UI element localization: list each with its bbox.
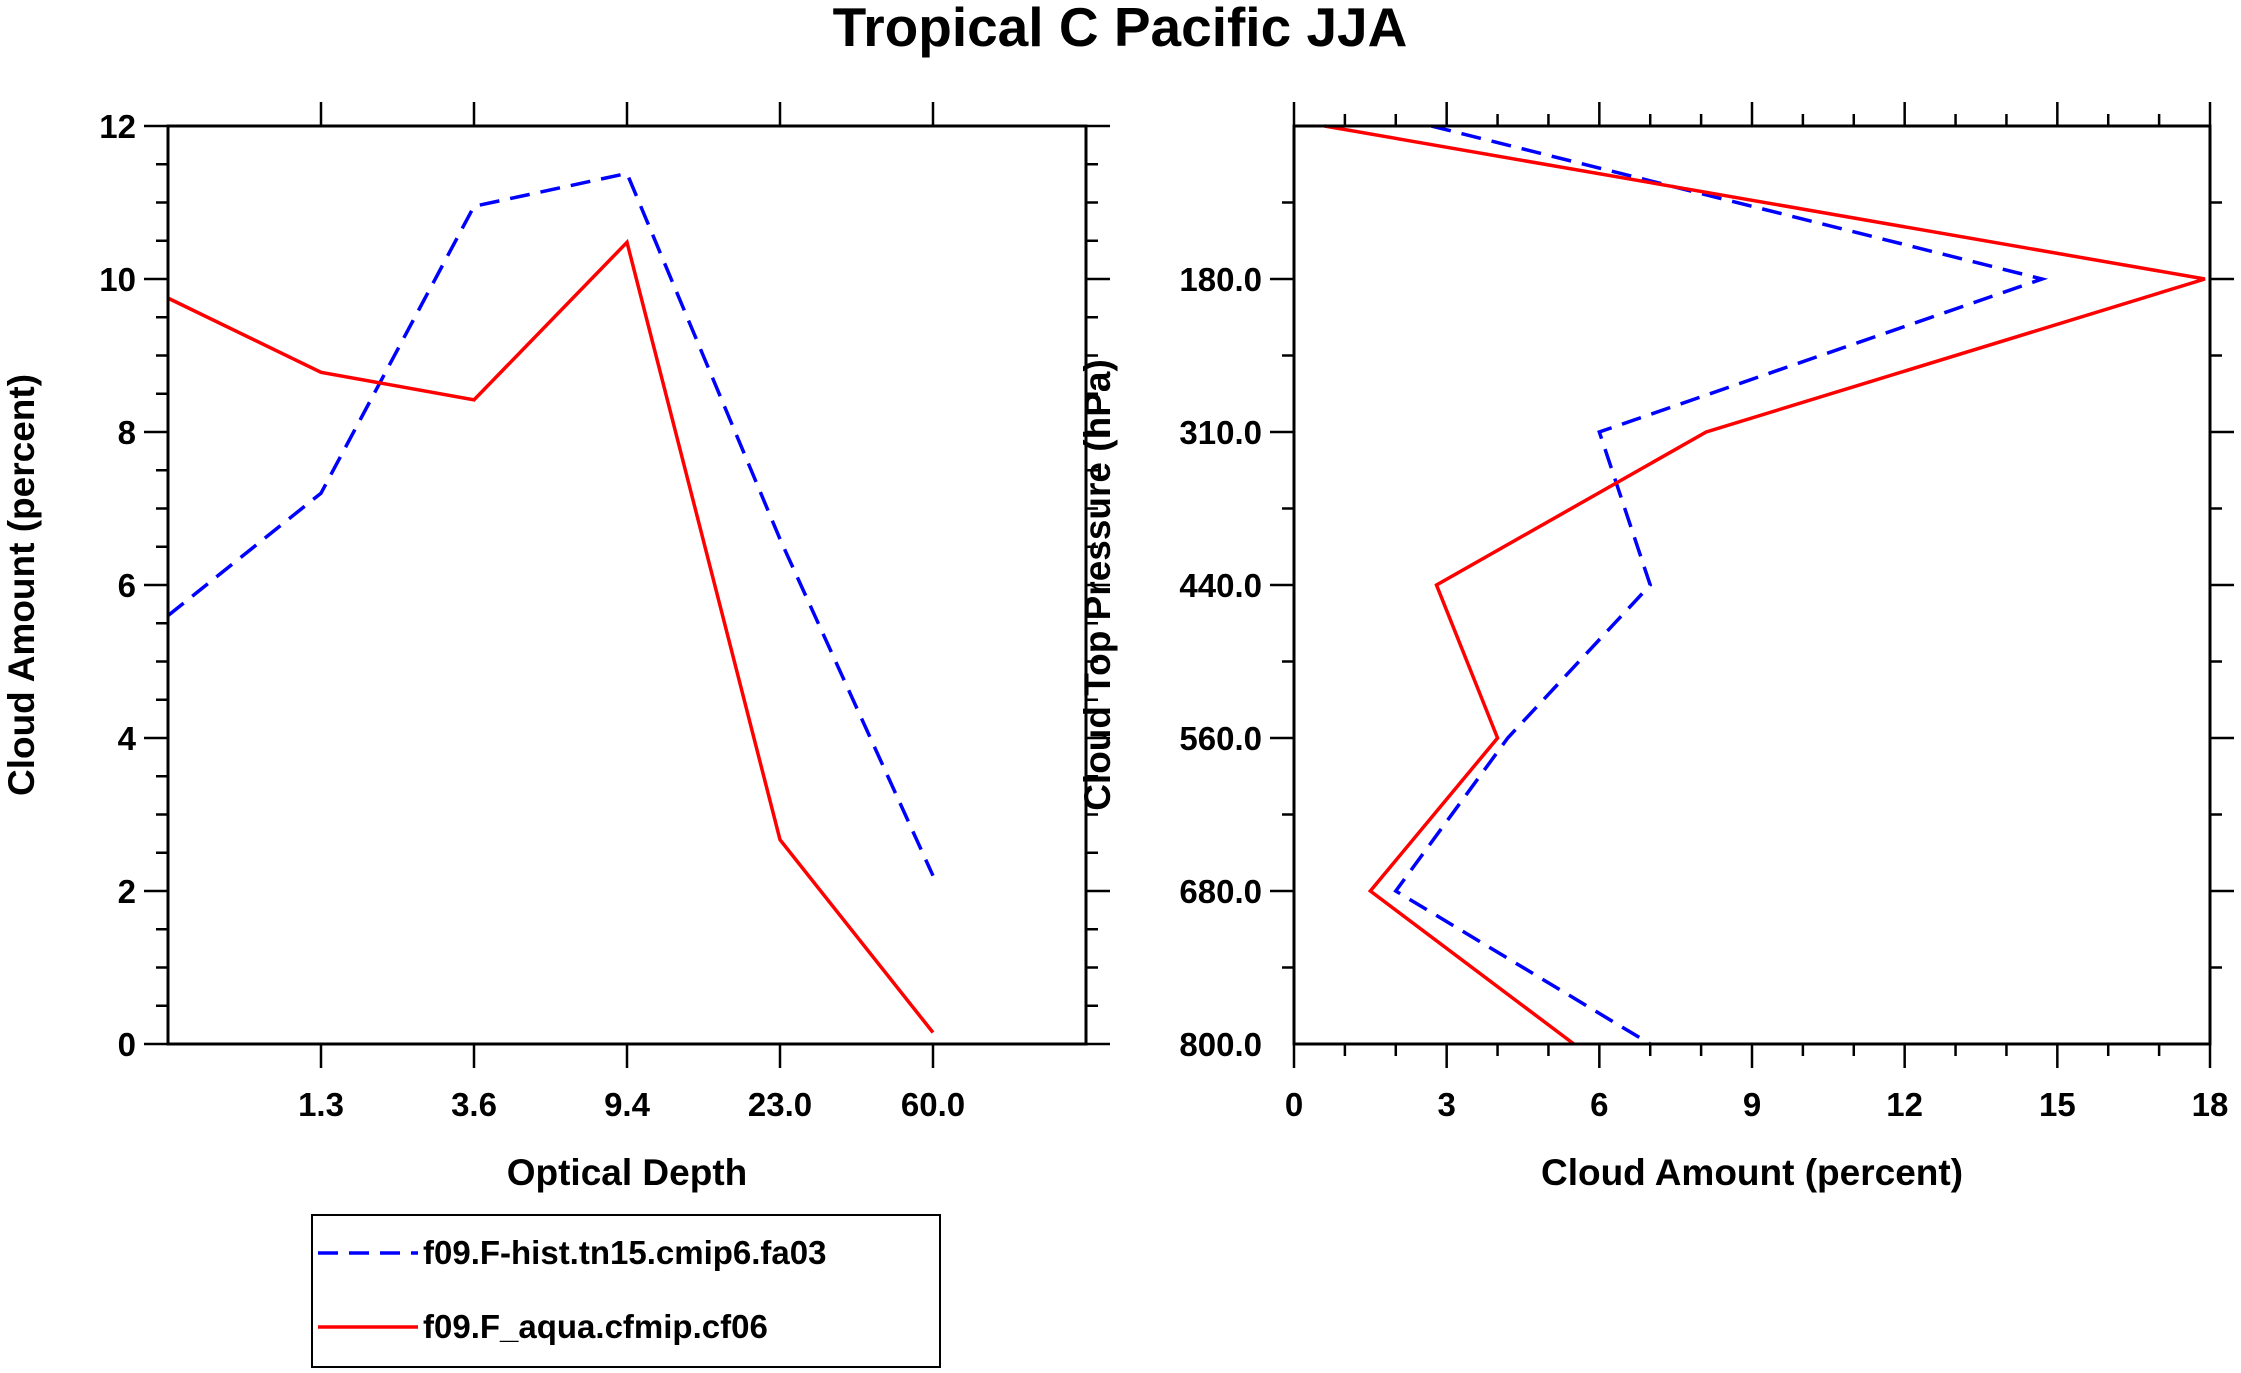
series-line-1 <box>166 171 935 877</box>
legend-box <box>311 1214 941 1368</box>
x-tick-label-12: 12 <box>1886 1086 1923 1123</box>
x-tick-label-15: 15 <box>2039 1086 2076 1123</box>
x-tick-label-0: 0 <box>1285 1086 1303 1123</box>
x-tick-label-18: 18 <box>2192 1086 2229 1123</box>
legend-label-series2: f09.F_aqua.cfmip.cf06 <box>423 1308 768 1345</box>
y-tick-label-310.0: 310.0 <box>1179 414 1262 451</box>
y-tick-label-180.0: 180.0 <box>1179 261 1262 298</box>
x-tick-label-60.0: 60.0 <box>901 1086 965 1123</box>
x-tick-label-6: 6 <box>1590 1086 1608 1123</box>
chart-title: Tropical C Pacific JJA <box>833 0 1408 58</box>
x-tick-label-23.0: 23.0 <box>748 1086 812 1123</box>
x-tick-label-9: 9 <box>1743 1086 1761 1123</box>
legend: f09.F-hist.tn15.cmip6.fa03 f09.F_aqua.cf… <box>311 1214 941 1368</box>
y-tick-label-10: 10 <box>99 261 136 298</box>
y-tick-label-0: 0 <box>118 1026 136 1063</box>
y-tick-label-6: 6 <box>118 567 136 604</box>
plot-frame <box>166 124 1088 1046</box>
y-tick-label-560.0: 560.0 <box>1179 720 1262 757</box>
y-axis-label: Cloud Top Pressure (hPa) <box>1077 359 1118 811</box>
y-tick-label-4: 4 <box>118 720 137 757</box>
y-tick-label-680.0: 680.0 <box>1179 873 1262 910</box>
plot-frame <box>1292 124 2212 1046</box>
x-tick-label-3: 3 <box>1437 1086 1455 1123</box>
x-tick-label-3.6: 3.6 <box>451 1086 497 1123</box>
y-tick-label-800.0: 800.0 <box>1179 1026 1262 1063</box>
y-tick-label-2: 2 <box>118 873 136 910</box>
y-axis-label: Cloud Amount (percent) <box>1 374 42 796</box>
x-tick-label-1.3: 1.3 <box>298 1086 344 1123</box>
x-axis-label: Optical Depth <box>507 1152 748 1193</box>
optical-depth-panel: 0 2 4 6 8 10 12 1.3 3.6 9.4 23.0 60.0 Optical Depth C… <box>1 102 1110 1193</box>
cloud-top-pressure-panel: 0 3 6 9 12 15 18 180.0 310.0 440.0 560.0 680.0 800.0… <box>1077 102 2234 1193</box>
x-axis-label: Cloud Amount (percent) <box>1541 1152 1963 1193</box>
y-tick-label-8: 8 <box>118 414 136 451</box>
series-line-2 <box>1324 124 2206 1046</box>
x-tick-label-9.4: 9.4 <box>604 1086 651 1123</box>
legend-label-series1: f09.F-hist.tn15.cmip6.fa03 <box>423 1234 826 1271</box>
y-tick-label-440.0: 440.0 <box>1179 567 1262 604</box>
series-line-2 <box>167 238 935 1034</box>
series-line-1 <box>1393 124 2049 1046</box>
y-tick-label-12: 12 <box>99 108 136 145</box>
